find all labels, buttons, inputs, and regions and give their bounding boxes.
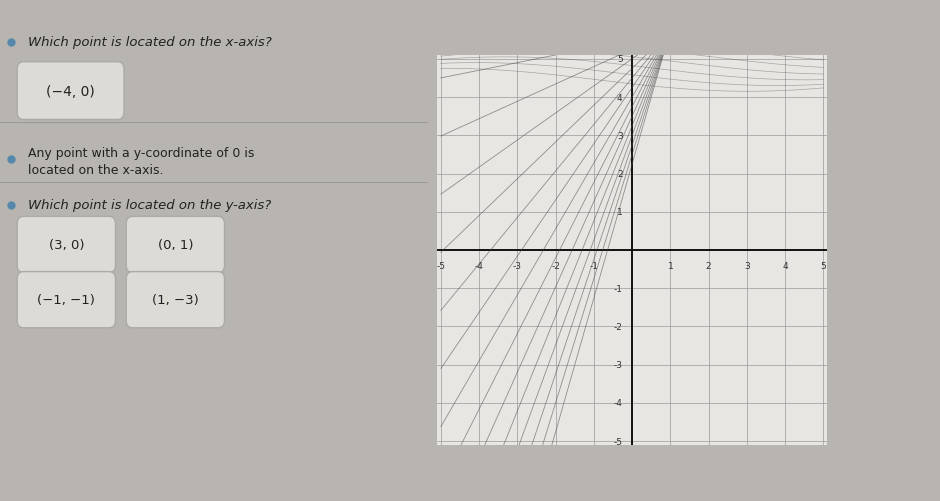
FancyBboxPatch shape bbox=[126, 272, 225, 328]
Text: 2: 2 bbox=[706, 261, 712, 270]
Text: -2: -2 bbox=[551, 261, 560, 270]
Text: Any point with a y-coordinate of 0 is: Any point with a y-coordinate of 0 is bbox=[28, 146, 254, 159]
Text: 1: 1 bbox=[617, 208, 622, 217]
Text: -2: -2 bbox=[614, 322, 622, 331]
Text: -1: -1 bbox=[589, 261, 599, 270]
Text: 3: 3 bbox=[744, 261, 750, 270]
Text: located on the x-axis.: located on the x-axis. bbox=[28, 164, 164, 177]
Text: -4: -4 bbox=[475, 261, 483, 270]
Text: -3: -3 bbox=[513, 261, 522, 270]
Text: Which point is located on the x-axis?: Which point is located on the x-axis? bbox=[28, 36, 272, 49]
Text: (−1, −1): (−1, −1) bbox=[38, 294, 95, 307]
Text: -4: -4 bbox=[614, 399, 622, 408]
Text: -5: -5 bbox=[436, 261, 446, 270]
Text: 4: 4 bbox=[782, 261, 788, 270]
FancyBboxPatch shape bbox=[17, 217, 116, 273]
Text: (−4, 0): (−4, 0) bbox=[46, 85, 95, 98]
Text: -1: -1 bbox=[614, 284, 622, 293]
Text: -3: -3 bbox=[614, 361, 622, 370]
Text: 4: 4 bbox=[617, 93, 622, 102]
Text: (3, 0): (3, 0) bbox=[49, 238, 84, 252]
FancyBboxPatch shape bbox=[17, 63, 124, 120]
Text: (0, 1): (0, 1) bbox=[158, 238, 193, 252]
Text: 2: 2 bbox=[617, 170, 622, 179]
Text: (1, −3): (1, −3) bbox=[152, 294, 198, 307]
FancyBboxPatch shape bbox=[126, 217, 225, 273]
FancyBboxPatch shape bbox=[17, 272, 116, 328]
Text: -5: -5 bbox=[614, 437, 622, 446]
Text: 3: 3 bbox=[617, 131, 622, 140]
Text: 1: 1 bbox=[667, 261, 673, 270]
Text: 5: 5 bbox=[617, 55, 622, 64]
Text: Which point is located on the y-axis?: Which point is located on the y-axis? bbox=[28, 199, 271, 212]
Text: 5: 5 bbox=[821, 261, 826, 270]
